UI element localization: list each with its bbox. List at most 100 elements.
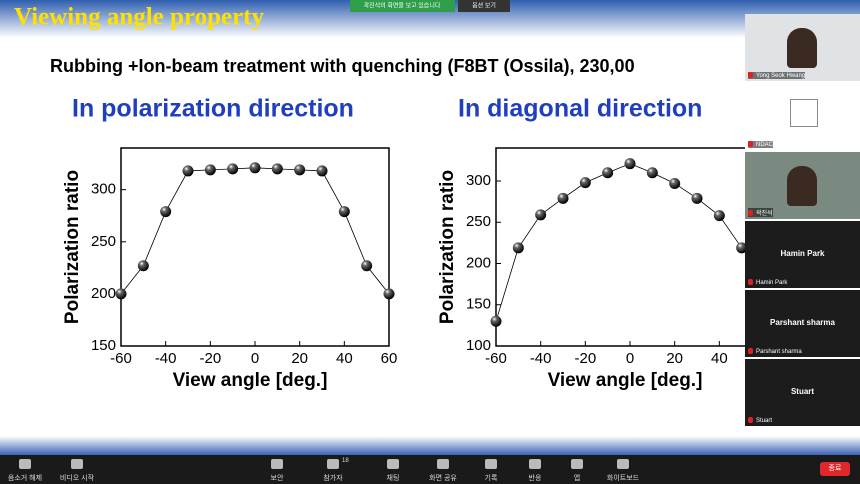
toolbar-button[interactable]: 앱 [552,459,602,483]
data-point [182,165,194,177]
toolbar-button[interactable]: 채팅 [368,459,418,483]
x-tick-label: 20 [291,350,308,367]
data-point [294,164,306,176]
y-tick-label: 100 [466,337,491,354]
data-point [490,315,502,327]
data-point [338,206,350,218]
data-point [227,163,239,175]
heading: In polarization direction [72,95,354,123]
toolbar-button[interactable]: 화면 공유 [418,459,468,483]
data-point [624,158,636,170]
end-button[interactable]: 종료 [820,462,850,476]
tool-icon [571,459,583,469]
x-tick-label: 20 [666,350,683,367]
tool-label: 채팅 [386,475,400,482]
heading: In diagonal direction [458,95,702,123]
tool-icon [19,459,31,469]
x-axis-label: View angle [deg.] [548,370,703,391]
participant-tile: Yong Seok Hwang [745,14,860,81]
tool-icon [529,459,541,469]
participant-name: Stuart [790,387,815,396]
tool-icon [617,459,629,469]
toolbar: 음소거 해제 비디오 시작 보안 참가자 채팅 화면 공유 기록 반응 앱 화이트보드 18 종료 [0,455,860,484]
y-tick-label: 200 [466,254,491,271]
toolbar-button[interactable]: 반응 [510,459,560,483]
tool-label: 화면 공유 [429,475,457,482]
participant-tile: Stuart Stuart [745,359,860,426]
data-point [713,210,725,222]
data-point [535,209,547,221]
y-tick-label: 150 [91,337,116,354]
toolbar-button[interactable]: 화이트보드 [598,459,648,483]
participant-label: NDAC [748,141,774,148]
tool-icon [71,459,83,469]
data-point [669,177,681,189]
data-point [512,242,524,254]
plot-frame [495,147,765,347]
data-point [316,165,328,177]
x-tick-label: -60 [110,350,132,367]
tool-label: 비디오 시작 [59,475,95,482]
tool-label: 앱 [573,475,581,482]
toolbar-button[interactable]: 음소거 해제 [0,459,50,483]
y-tick-label: 250 [91,233,116,250]
y-tick-label: 150 [466,296,491,313]
x-tick-label: 40 [336,350,353,367]
video-feed [787,166,817,206]
y-tick-label: 300 [91,181,116,198]
participant-name: Parshant sharma [770,318,835,327]
participants-panel: Yong Seok Hwang NDAC 곽진석 Hamin Park Hamin Pa… [745,14,860,428]
participant-count: 18 [342,458,349,464]
tool-icon [437,459,449,469]
data-point [691,192,703,204]
slide: Viewing angle property Rubbing +Ion-beam… [0,0,860,455]
data-point [160,206,172,218]
data-point [736,242,748,254]
data-line [495,163,742,322]
tool-icon [485,459,497,469]
data-line [120,167,390,295]
y-axis-label: Polarization ratio [62,170,83,324]
toolbar-button[interactable]: 보안 [252,459,302,483]
slide-title: Viewing angle property [14,4,264,31]
data-point [383,288,395,300]
tool-icon [271,459,283,469]
tool-label: 기록 [484,475,498,482]
participant-label: Parshant sharma [748,348,802,355]
subtitle: Rubbing +Ion-beam treatment with quenchi… [50,56,635,76]
video-feed [787,28,817,68]
footer-band [0,436,860,455]
tool-label: 보안 [270,475,284,482]
tool-icon [327,459,339,469]
share-banner [350,0,455,12]
toolbar-button[interactable]: 참가자 [308,459,358,483]
x-tick-label: -20 [574,350,596,367]
toolbar-button[interactable]: 기록 [466,459,516,483]
participant-label: Hamin Park [748,279,787,286]
data-point [137,260,149,272]
tool-label: 음소거 해제 [7,475,43,482]
options-button[interactable] [458,0,510,12]
data-point [249,162,261,174]
video-feed [790,99,818,127]
toolbar-button[interactable]: 비디오 시작 [52,459,102,483]
participant-name: Hamin Park [780,249,825,258]
data-point [557,192,569,204]
data-point [361,260,373,272]
y-tick-label: 200 [91,285,116,302]
x-tick-label: -60 [485,350,507,367]
x-tick-label: -40 [155,350,177,367]
y-axis-label: Polarization ratio [437,170,458,324]
participant-tile: 곽진석 [745,152,860,219]
x-axis-label: View angle [deg.] [173,370,328,391]
tool-icon [387,459,399,469]
participant-tile: Parshant sharma Parshant sharma [745,290,860,357]
x-tick-label: -20 [199,350,221,367]
options-text[interactable]: 옵션 보기 [472,2,496,10]
plot-frame [120,147,390,347]
data-point [204,164,216,176]
data-point [271,163,283,175]
data-point [646,167,658,179]
data-point [602,167,614,179]
tool-label: 참가자 [323,475,343,482]
